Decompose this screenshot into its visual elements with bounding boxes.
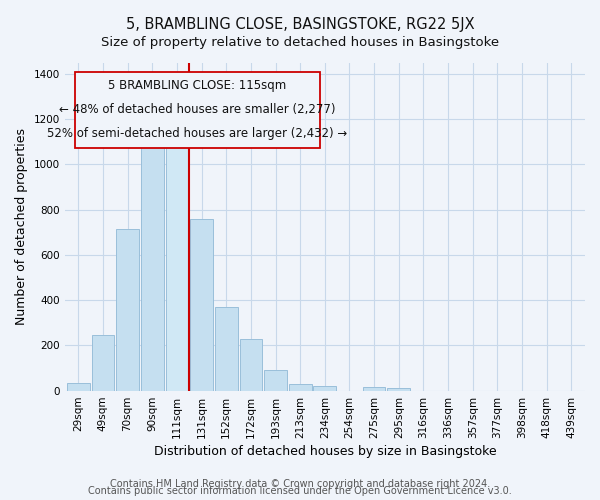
Text: Size of property relative to detached houses in Basingstoke: Size of property relative to detached ho…	[101, 36, 499, 49]
FancyBboxPatch shape	[75, 72, 320, 148]
Bar	[190, 218, 213, 390]
Text: ← 48% of detached houses are smaller (2,277): ← 48% of detached houses are smaller (2,…	[59, 103, 335, 116]
Bar	[215, 307, 238, 390]
Bar	[388, 388, 410, 390]
Bar	[67, 382, 89, 390]
Text: 5, BRAMBLING CLOSE, BASINGSTOKE, RG22 5JX: 5, BRAMBLING CLOSE, BASINGSTOKE, RG22 5J…	[125, 18, 475, 32]
Text: Contains HM Land Registry data © Crown copyright and database right 2024.: Contains HM Land Registry data © Crown c…	[110, 479, 490, 489]
Text: Contains public sector information licensed under the Open Government Licence v3: Contains public sector information licen…	[88, 486, 512, 496]
Text: 5 BRAMBLING CLOSE: 115sqm: 5 BRAMBLING CLOSE: 115sqm	[108, 79, 286, 92]
Y-axis label: Number of detached properties: Number of detached properties	[15, 128, 28, 325]
Bar	[264, 370, 287, 390]
Bar	[289, 384, 311, 390]
Bar	[116, 229, 139, 390]
Text: 52% of semi-detached houses are larger (2,432) →: 52% of semi-detached houses are larger (…	[47, 127, 347, 140]
Bar	[313, 386, 336, 390]
Bar	[166, 138, 188, 390]
X-axis label: Distribution of detached houses by size in Basingstoke: Distribution of detached houses by size …	[154, 444, 496, 458]
Bar	[363, 387, 385, 390]
Bar	[141, 142, 164, 390]
Bar	[92, 335, 114, 390]
Bar	[239, 338, 262, 390]
